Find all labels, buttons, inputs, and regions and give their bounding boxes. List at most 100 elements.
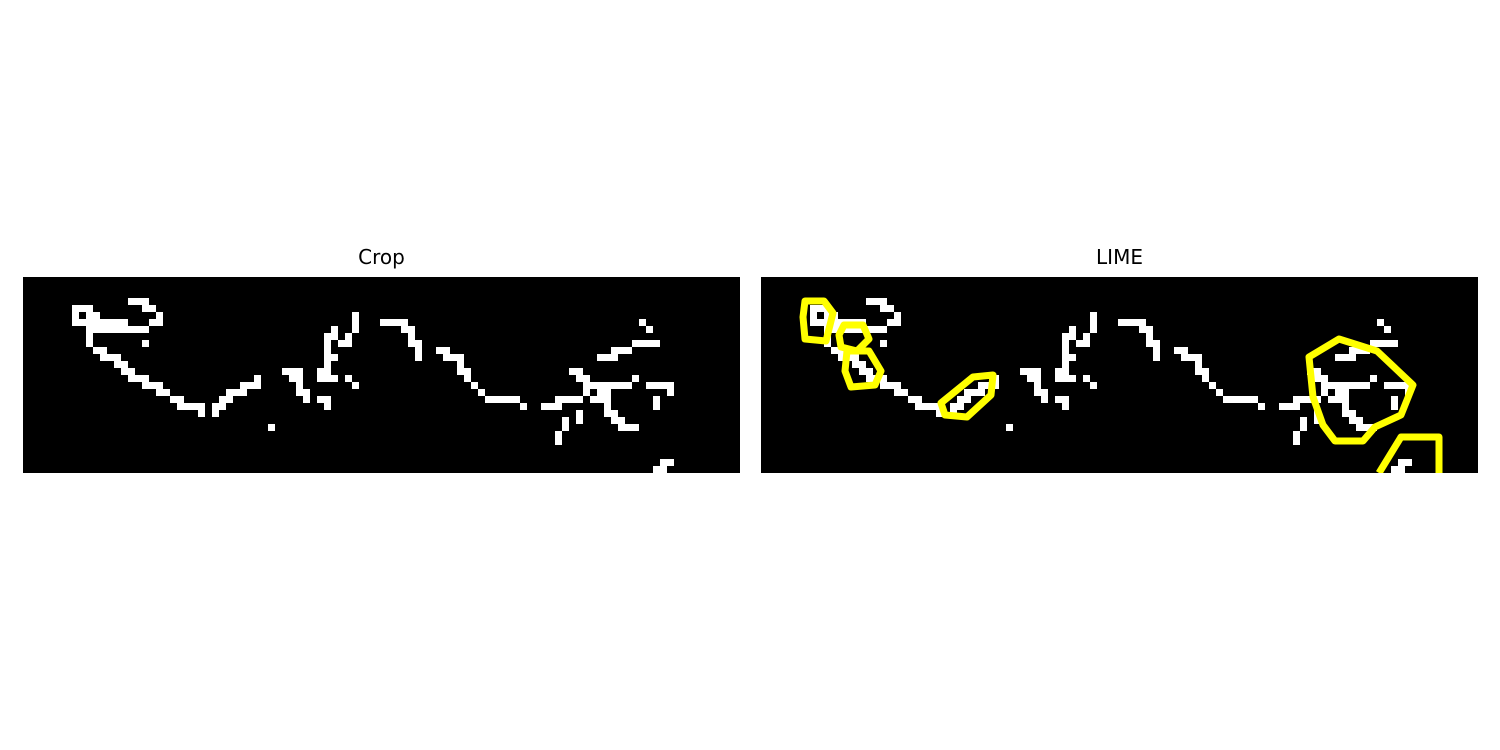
edge-pixel xyxy=(576,368,583,375)
edge-pixel xyxy=(240,389,247,396)
edge-pixel xyxy=(338,340,345,347)
edge-pixel xyxy=(810,305,817,312)
edge-pixel xyxy=(1195,354,1202,361)
edge-pixel xyxy=(555,403,562,410)
edge-pixel xyxy=(100,347,107,354)
edge-pixel xyxy=(667,459,674,466)
edge-pixel xyxy=(93,326,100,333)
edge-pixel xyxy=(142,305,149,312)
edge-pixel xyxy=(625,347,632,354)
edge-pixel xyxy=(149,319,156,326)
edge-pixel xyxy=(1335,354,1342,361)
edge-pixel xyxy=(135,298,142,305)
edge-pixel xyxy=(653,382,660,389)
edge-pixel xyxy=(324,403,331,410)
edge-pixel xyxy=(317,375,324,382)
edge-pixel xyxy=(831,319,838,326)
edge-pixel xyxy=(121,326,128,333)
edge-pixel xyxy=(1230,396,1237,403)
edge-pixel xyxy=(604,382,611,389)
edge-pixel xyxy=(936,410,943,417)
edge-pixel xyxy=(1020,368,1027,375)
edge-pixel xyxy=(1069,354,1076,361)
edge-pixel xyxy=(1202,375,1209,382)
edge-pixel xyxy=(1041,396,1048,403)
edge-pixel xyxy=(107,326,114,333)
edge-pixel xyxy=(859,368,866,375)
edge-pixel xyxy=(142,298,149,305)
edge-pixel xyxy=(1055,368,1062,375)
edge-pixel xyxy=(1083,333,1090,340)
edge-pixel xyxy=(1069,375,1076,382)
edge-pixel xyxy=(324,340,331,347)
edge-pixel xyxy=(1356,424,1363,431)
edge-pixel xyxy=(604,396,611,403)
edge-pixel xyxy=(450,354,457,361)
edge-pixel xyxy=(562,424,569,431)
edge-pixel xyxy=(1328,396,1335,403)
edge-pixel xyxy=(1041,389,1048,396)
edge-pixel xyxy=(149,382,156,389)
edge-pixel xyxy=(212,403,219,410)
edge-pixel xyxy=(880,340,887,347)
edge-pixel xyxy=(1384,340,1391,347)
edge-pixel xyxy=(1181,354,1188,361)
edge-pixel xyxy=(128,326,135,333)
edge-pixel xyxy=(1146,340,1153,347)
edge-pixel xyxy=(464,368,471,375)
edge-pixel xyxy=(1321,382,1328,389)
edge-pixel xyxy=(1251,396,1258,403)
edge-pixel xyxy=(1300,396,1307,403)
edge-pixel xyxy=(1328,382,1335,389)
edge-pixel xyxy=(639,340,646,347)
edge-pixel xyxy=(569,368,576,375)
edge-pixel xyxy=(1342,354,1349,361)
edge-pixel xyxy=(191,403,198,410)
edge-pixel xyxy=(1349,382,1356,389)
edge-pixel xyxy=(401,319,408,326)
edge-pixel xyxy=(394,319,401,326)
edge-pixel xyxy=(93,347,100,354)
edge-pixel xyxy=(873,326,880,333)
edge-pixel xyxy=(1349,347,1356,354)
edge-pixel xyxy=(352,319,359,326)
edge-pixel xyxy=(86,326,93,333)
edge-pixel xyxy=(520,403,527,410)
edge-pixel xyxy=(1391,382,1398,389)
edge-pixel xyxy=(915,396,922,403)
edge-pixel xyxy=(415,340,422,347)
edge-pixel xyxy=(562,417,569,424)
edge-pixel xyxy=(894,382,901,389)
edge-pixel xyxy=(604,410,611,417)
edge-pixel xyxy=(831,326,838,333)
edge-pixel xyxy=(114,361,121,368)
edge-pixel xyxy=(632,375,639,382)
edge-pixel xyxy=(331,354,338,361)
edge-pixel xyxy=(247,382,254,389)
edge-pixel xyxy=(597,396,604,403)
edge-pixel xyxy=(1195,368,1202,375)
edge-pixel xyxy=(324,354,331,361)
edge-pixel xyxy=(971,389,978,396)
edge-pixel xyxy=(233,389,240,396)
edge-pixel xyxy=(1118,319,1125,326)
edge-pixel xyxy=(1209,382,1216,389)
edge-pixel xyxy=(1153,354,1160,361)
edge-pixel xyxy=(1027,375,1034,382)
edge-pixel xyxy=(79,305,86,312)
edge-pixel xyxy=(1391,403,1398,410)
edge-pixel xyxy=(618,417,625,424)
edge-pixel xyxy=(485,396,492,403)
edge-pixel xyxy=(1083,340,1090,347)
edge-pixel xyxy=(1314,375,1321,382)
edge-pixel xyxy=(660,459,667,466)
edge-pixel xyxy=(611,417,618,424)
edge-pixel xyxy=(1132,319,1139,326)
edge-pixel xyxy=(880,326,887,333)
edge-pixel xyxy=(611,410,618,417)
edge-pixel xyxy=(831,347,838,354)
edge-pixel xyxy=(317,396,324,403)
edge-pixel xyxy=(852,361,859,368)
edge-pixel xyxy=(1286,403,1293,410)
edge-pixel xyxy=(964,389,971,396)
